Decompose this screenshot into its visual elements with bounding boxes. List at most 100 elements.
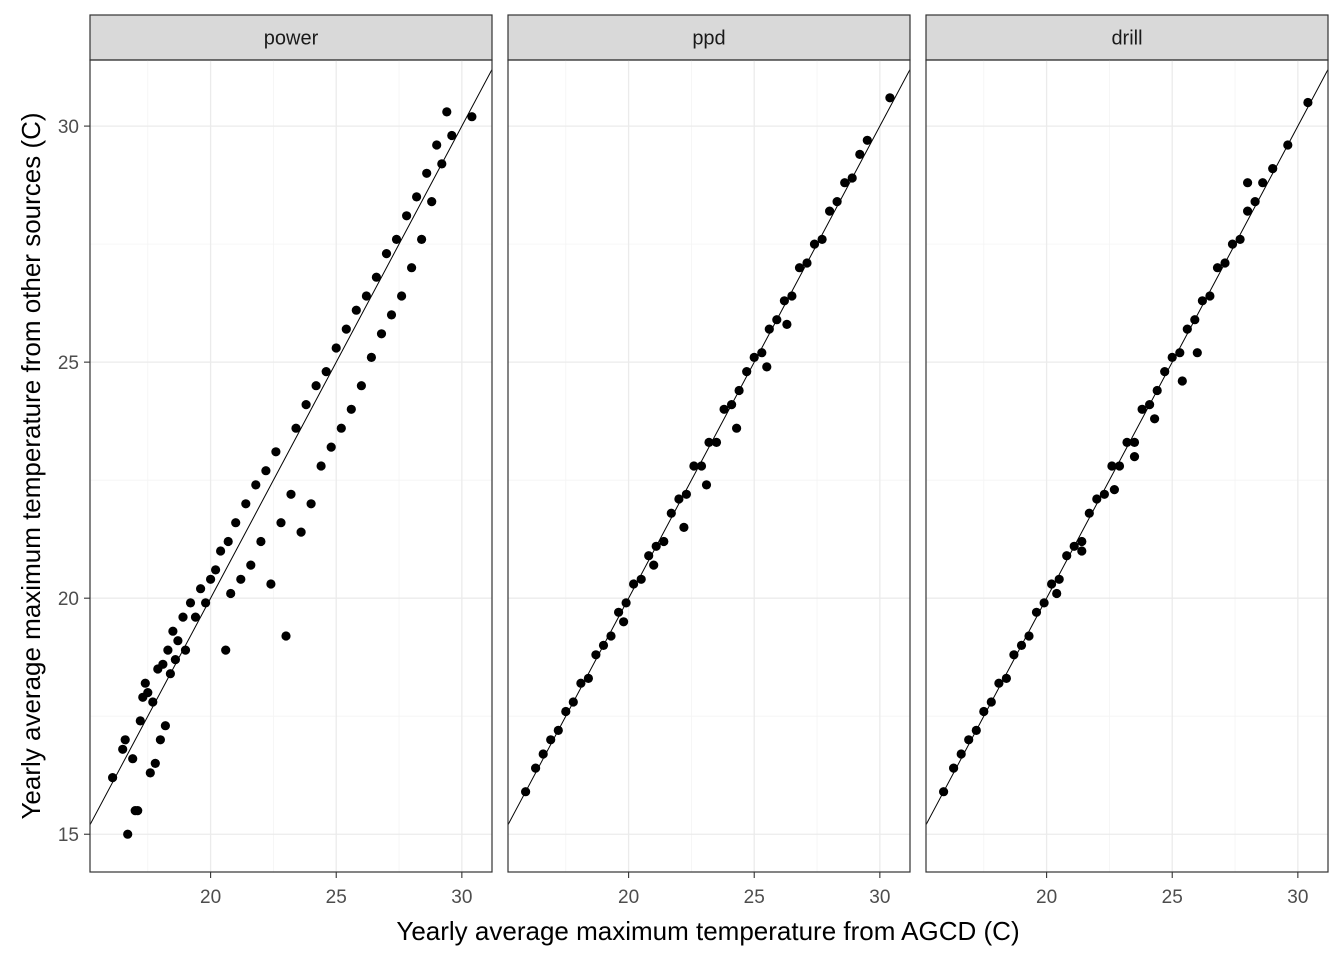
scatter-point bbox=[178, 612, 188, 622]
scatter-point bbox=[160, 721, 170, 731]
y-axis: 15 20 25 30 bbox=[58, 117, 90, 846]
scatter-point bbox=[732, 423, 742, 433]
scatter-point bbox=[1109, 485, 1119, 495]
scatter-point bbox=[276, 518, 286, 528]
scatter-point bbox=[711, 437, 722, 447]
scatter-point bbox=[216, 546, 226, 556]
scatter-point bbox=[256, 536, 266, 547]
scatter-point bbox=[123, 829, 133, 839]
scatter-point bbox=[649, 560, 659, 570]
scatter-point bbox=[412, 192, 422, 202]
scatter-point bbox=[402, 211, 412, 221]
scatter-point bbox=[1258, 178, 1268, 188]
scatter-point bbox=[361, 291, 371, 301]
scatter-point bbox=[1150, 414, 1160, 424]
scatter-point bbox=[583, 673, 594, 684]
scatter-point bbox=[168, 626, 178, 636]
y-tick-label: 20 bbox=[58, 589, 79, 610]
scatter-point bbox=[606, 631, 616, 641]
x-axis-title: Yearly average maximum temperature from … bbox=[396, 916, 1019, 946]
y-tick-label: 15 bbox=[58, 825, 79, 846]
scatter-point bbox=[644, 551, 654, 561]
scatter-point bbox=[779, 296, 790, 306]
scatter-point bbox=[316, 461, 326, 471]
scatter-point bbox=[614, 607, 624, 617]
x-tick-label: 30 bbox=[1287, 887, 1308, 908]
scatter-point bbox=[1077, 546, 1087, 556]
scatter-point bbox=[407, 263, 417, 273]
scatter-point bbox=[371, 272, 381, 282]
scatter-point bbox=[150, 758, 160, 769]
panel-border bbox=[89, 59, 493, 873]
x-axis: 20 25 30 bbox=[1036, 872, 1308, 908]
facet-strip bbox=[89, 14, 493, 61]
scatter-point bbox=[979, 706, 989, 717]
facet-strip-label: power bbox=[264, 28, 319, 50]
facet-strip-label: drill bbox=[1111, 28, 1142, 50]
scatter-point bbox=[173, 636, 183, 646]
x-tick-label: 30 bbox=[451, 887, 472, 908]
scatter-point bbox=[266, 579, 276, 589]
scatter-point bbox=[236, 574, 246, 584]
scatter-point bbox=[1268, 164, 1278, 174]
scatter-point bbox=[1303, 97, 1313, 108]
scatter-point bbox=[145, 768, 155, 778]
scatter-point bbox=[170, 655, 180, 665]
scatter-point bbox=[862, 135, 872, 145]
scatter-point bbox=[118, 744, 128, 754]
scatter-point bbox=[306, 499, 316, 509]
scatter-point bbox=[148, 697, 158, 707]
scatter-point bbox=[809, 239, 820, 249]
scatter-point bbox=[1160, 367, 1170, 377]
scatter-point bbox=[757, 348, 767, 358]
scatter-point bbox=[346, 404, 356, 414]
scatter-point bbox=[246, 560, 256, 570]
scatter-point bbox=[840, 178, 850, 188]
gridlines bbox=[926, 60, 1328, 872]
scatter-point bbox=[206, 574, 216, 584]
scatter-point bbox=[1192, 348, 1202, 358]
scatter-point bbox=[163, 645, 173, 655]
scatter-point bbox=[432, 140, 442, 150]
scatter-point bbox=[226, 588, 236, 599]
scatter-point bbox=[885, 93, 895, 103]
x-tick-label: 20 bbox=[618, 887, 639, 908]
scatter-point bbox=[331, 343, 341, 353]
scatter-point bbox=[787, 291, 797, 301]
data-points bbox=[939, 97, 1313, 797]
scatter-point bbox=[140, 678, 150, 688]
scatter-point bbox=[311, 381, 321, 391]
scatter-point bbox=[442, 107, 452, 117]
scatter-point bbox=[1243, 178, 1253, 188]
scatter-point bbox=[1092, 494, 1102, 504]
scatter-point bbox=[561, 706, 571, 717]
scatter-point bbox=[376, 329, 387, 339]
scatter-point bbox=[281, 631, 291, 641]
scatter-point bbox=[261, 466, 271, 476]
scatter-point bbox=[326, 442, 336, 452]
scatter-point bbox=[1129, 437, 1140, 447]
scatter-point bbox=[231, 518, 241, 528]
scatter-point bbox=[659, 536, 669, 547]
x-tick-label: 25 bbox=[1162, 887, 1183, 908]
facet-panels: power 20 25 30 ppd 20 25 30 drill 20 25 30 bbox=[89, 14, 1329, 908]
scatter-point bbox=[251, 480, 261, 490]
scatter-point bbox=[271, 447, 281, 457]
gridlines bbox=[90, 60, 492, 872]
scatter-point bbox=[301, 400, 311, 410]
scatter-point bbox=[704, 437, 714, 447]
data-points bbox=[108, 107, 477, 839]
panel-border bbox=[925, 59, 1329, 873]
scatter-point bbox=[1099, 489, 1109, 499]
scatter-point bbox=[749, 352, 759, 362]
scatter-point bbox=[546, 735, 556, 745]
data-points bbox=[521, 93, 895, 797]
scatter-point bbox=[386, 310, 397, 320]
scatter-point bbox=[1250, 197, 1260, 207]
scatter-point bbox=[180, 645, 191, 655]
x-tick-label: 30 bbox=[869, 887, 890, 908]
x-tick-label: 20 bbox=[200, 887, 221, 908]
scatter-point bbox=[794, 263, 805, 273]
identity-reference-line bbox=[926, 69, 1328, 826]
scatter-point bbox=[196, 584, 206, 594]
